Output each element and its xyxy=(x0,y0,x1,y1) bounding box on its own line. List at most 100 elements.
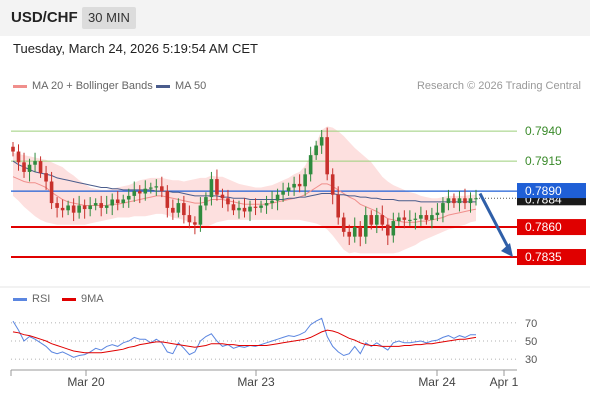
candle-body-61 xyxy=(347,231,352,237)
candle-body-16 xyxy=(99,203,103,208)
legend-rsi-ma-label: 9MA xyxy=(81,293,104,305)
candle-body-23 xyxy=(137,191,142,194)
candle-body-8 xyxy=(55,203,59,208)
candle-body-21 xyxy=(126,195,131,200)
candles xyxy=(11,127,478,247)
candle-body-76 xyxy=(430,215,434,220)
candle-body-1 xyxy=(16,151,21,163)
candle-body-57 xyxy=(325,137,329,175)
symbol-label: USD/CHF xyxy=(11,9,78,26)
candle-body-2 xyxy=(22,162,26,172)
candle-body-48 xyxy=(275,194,280,201)
ma20-swatch-icon xyxy=(13,84,27,88)
candle-body-52 xyxy=(297,183,302,187)
candle-body-25 xyxy=(148,187,153,189)
candle-body-36 xyxy=(209,179,214,198)
candle-body-58 xyxy=(330,174,335,195)
candle-body-7 xyxy=(49,181,54,204)
candle-body-34 xyxy=(198,205,203,225)
candle-body-70 xyxy=(397,217,401,222)
candle-body-80 xyxy=(452,198,456,204)
candle-body-50 xyxy=(286,187,291,192)
candle-body-27 xyxy=(160,186,164,192)
timestamp-label: Tuesday, March 24, 2026 5:19:54 AM CET xyxy=(13,41,258,56)
candle-body-72 xyxy=(408,219,412,221)
rsi-swatch-icon xyxy=(13,297,27,301)
candle-body-32 xyxy=(187,215,192,223)
header-bar: USD/CHF 30 MIN xyxy=(0,0,590,36)
rsi-tick-label-2: 30 xyxy=(525,354,537,366)
candle-body-10 xyxy=(66,205,70,211)
candle-body-4 xyxy=(33,161,37,165)
candle-body-31 xyxy=(182,203,186,216)
rsi-ma-line xyxy=(12,329,477,354)
candle-body-66 xyxy=(374,215,379,225)
candle-body-45 xyxy=(259,205,263,208)
candle-body-60 xyxy=(341,217,346,232)
candle-body-24 xyxy=(143,188,148,194)
timeframe-button[interactable]: 30 MIN xyxy=(82,7,136,29)
candle-body-20 xyxy=(121,199,126,204)
legend-rsi-ma: 9MA xyxy=(62,293,104,305)
candle-body-18 xyxy=(110,199,115,206)
level-tag-4 xyxy=(517,249,586,266)
candle-body-15 xyxy=(93,203,98,206)
candle-body-82 xyxy=(463,198,467,204)
candle-body-77 xyxy=(435,212,440,216)
candle-body-55 xyxy=(314,145,318,156)
level-tag-3 xyxy=(517,219,586,236)
candle-body-71 xyxy=(402,217,407,220)
x-tick-label-2: Mar 24 xyxy=(418,375,456,389)
candle-body-43 xyxy=(248,206,252,212)
candle-body-69 xyxy=(391,221,396,236)
candle-body-17 xyxy=(104,205,109,208)
candle-body-79 xyxy=(446,198,451,204)
pivot-label-top: 0.7890 xyxy=(525,184,562,198)
candle-body-22 xyxy=(132,191,137,196)
rsi-tick-label-0: 70 xyxy=(525,318,537,330)
candle-body-67 xyxy=(380,215,385,225)
candle-body-30 xyxy=(176,203,181,213)
candle-body-64 xyxy=(363,215,368,237)
bollinger-band xyxy=(13,126,476,254)
legend-rsi: RSI xyxy=(13,293,50,305)
rsi-line xyxy=(12,317,476,358)
rsi-tick-label-1: 50 xyxy=(525,336,537,348)
candle-body-35 xyxy=(204,197,208,206)
candle-body-51 xyxy=(292,183,296,188)
candle-body-56 xyxy=(319,137,324,146)
pivot-tag-top xyxy=(517,183,586,199)
candle-body-14 xyxy=(88,205,92,210)
candle-body-41 xyxy=(237,207,241,211)
candle-body-83 xyxy=(468,198,473,204)
candle-body-28 xyxy=(165,191,170,208)
candle-body-46 xyxy=(264,203,269,206)
candle-body-42 xyxy=(242,207,247,212)
candle-body-37 xyxy=(215,179,219,195)
candle-body-39 xyxy=(226,198,230,205)
level-label-1: 0.7915 xyxy=(525,154,562,168)
candle-body-6 xyxy=(44,173,48,182)
candle-body-13 xyxy=(82,205,87,210)
candle-body-11 xyxy=(71,205,76,213)
candle-body-63 xyxy=(358,227,363,237)
legend-ma50-label: MA 50 xyxy=(175,80,207,92)
candle-body-12 xyxy=(77,205,81,213)
candle-body-65 xyxy=(369,215,374,225)
candle-body-84 xyxy=(474,198,478,200)
candle-body-29 xyxy=(171,207,175,213)
candle-body-19 xyxy=(115,199,120,204)
candle-body-73 xyxy=(413,218,418,220)
legend-ma50: MA 50 xyxy=(156,80,206,92)
candle-body-0 xyxy=(11,146,15,152)
rsi-ma-swatch-icon xyxy=(62,297,76,301)
candle-body-3 xyxy=(27,164,32,172)
candle-body-75 xyxy=(424,215,429,220)
candle-body-54 xyxy=(308,155,313,175)
candle-body-47 xyxy=(270,200,274,204)
level-label-4: 0.7835 xyxy=(525,250,562,264)
candle-body-9 xyxy=(60,207,65,211)
candle-body-33 xyxy=(193,222,197,225)
x-tick-label-1: Mar 23 xyxy=(237,375,275,389)
